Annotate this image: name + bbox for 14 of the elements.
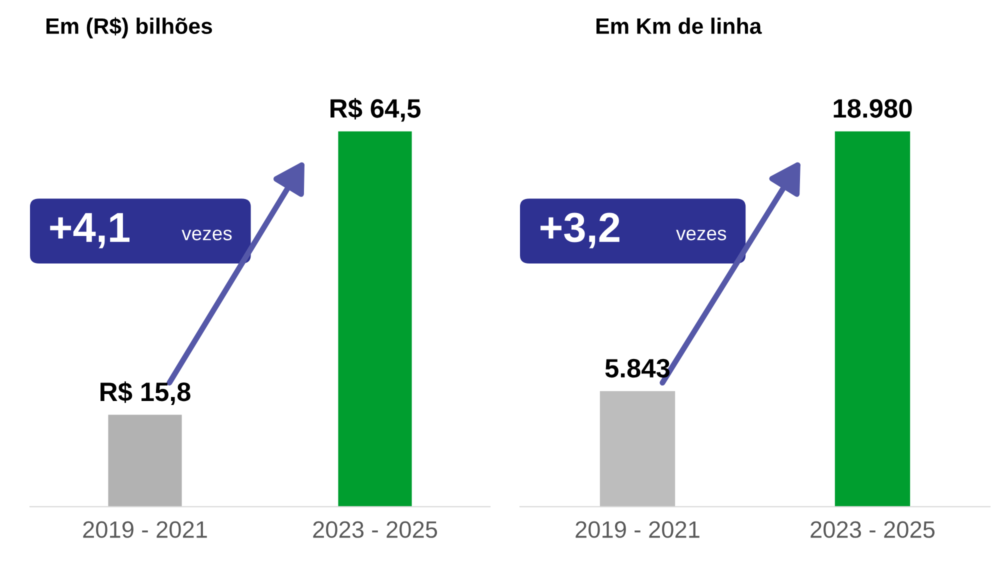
x-tick-label: 2023 - 2025	[810, 521, 935, 538]
annotation: +3,2	[540, 212, 620, 248]
x-tick-label: 2023 - 2025	[313, 521, 438, 538]
data-label: 5.843	[605, 358, 670, 378]
x-tick-label: 2019 - 2021	[576, 521, 700, 538]
annotation: vezes	[676, 230, 726, 240]
annotation: vezes	[182, 230, 232, 240]
data-label: R$ 15,8	[100, 381, 190, 406]
data-label: R$ 64,5	[330, 98, 420, 122]
chart-title: Em (R$) bilhões	[46, 17, 212, 38]
chart-title: Em Km de linha	[596, 18, 762, 34]
annotation: +4,1	[50, 213, 130, 248]
x-tick-label: 2019 - 2021	[83, 521, 207, 538]
data-label: 18.980	[834, 99, 912, 118]
